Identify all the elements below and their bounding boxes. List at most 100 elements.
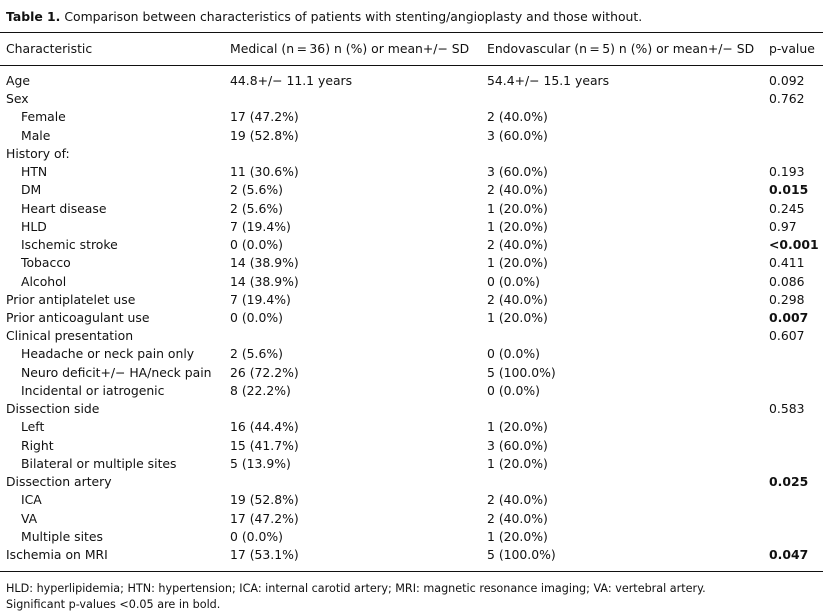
row-endovascular-value: 1 (20.0%): [487, 200, 548, 216]
footnote-abbreviations: HLD: hyperlipidemia; HTN: hypertension; …: [6, 582, 706, 595]
table-row: Right 15 (41.7%) 3 (60.0%): [0, 437, 823, 455]
row-label: Prior antiplatelet use: [6, 291, 136, 307]
row-endovascular-value: 2 (40.0%): [487, 291, 548, 307]
header-p-value: p-value: [769, 41, 815, 56]
row-label: History of:: [6, 145, 70, 161]
row-p-value: 0.583: [769, 401, 805, 417]
row-medical-value: 2 (5.6%): [230, 346, 283, 362]
row-endovascular-value: 3 (60.0%): [487, 127, 548, 143]
row-label: Headache or neck pain only: [21, 346, 195, 362]
row-medical-value: 7 (19.4%): [230, 291, 291, 307]
table-row: Neuro deficit+/− HA/neck pain 26 (72.2%) 5…: [0, 364, 823, 382]
row-p-value: 0.007: [769, 309, 809, 325]
row-medical-value: 14 (38.9%): [230, 255, 299, 271]
row-label: Heart disease: [21, 200, 107, 216]
table-row: Ischemic stroke 0 (0.0%) 2 (40.0%) <0.001: [0, 236, 823, 254]
row-medical-value: 17 (47.2%): [230, 109, 299, 125]
row-endovascular-value: 5 (100.0%): [487, 364, 556, 380]
table-row: Prior anticoagulant use 0 (0.0%) 1 (20.0%)…: [0, 309, 823, 327]
table-row: Heart disease 2 (5.6%) 1 (20.0%) 0.245: [0, 200, 823, 218]
table-row: Multiple sites 0 (0.0%) 1 (20.0%): [0, 528, 823, 546]
row-label: VA: [21, 510, 38, 526]
header-endovascular: Endovascular (n = 5) n (%) or mean+/− SD: [487, 41, 755, 56]
table-row: Prior antiplatelet use 7 (19.4%) 2 (40.0%)…: [0, 291, 823, 309]
table-bottom-rule: [0, 571, 823, 572]
row-p-value: 0.047: [769, 546, 809, 562]
row-label: Male: [21, 127, 51, 143]
row-label: Ischemic stroke: [21, 237, 118, 253]
row-label: Dissection artery: [6, 474, 112, 490]
footnote-significance: Significant p-values <0.05 are in bold.: [6, 598, 221, 611]
row-label: Right: [21, 437, 54, 453]
table-caption: Table 1. Comparison between characterist…: [6, 9, 642, 24]
row-p-value: 0.025: [769, 474, 809, 490]
row-medical-value: 16 (44.4%): [230, 419, 299, 435]
table-row: Dissection artery 0.025: [0, 473, 823, 491]
table-top-rule: [0, 32, 823, 33]
row-label: Left: [21, 419, 45, 435]
row-medical-value: 0 (0.0%): [230, 237, 283, 253]
table-row: Bilateral or multiple sites 5 (13.9%) 1 (2…: [0, 455, 823, 473]
table-row: ICA 19 (52.8%) 2 (40.0%): [0, 491, 823, 509]
row-medical-value: 14 (38.9%): [230, 273, 299, 289]
row-p-value: 0.97: [769, 218, 797, 234]
row-label: Multiple sites: [21, 528, 103, 544]
row-label: DM: [21, 182, 42, 198]
row-endovascular-value: 1 (20.0%): [487, 309, 548, 325]
table-row: Dissection side 0.583: [0, 400, 823, 418]
table-row: Alcohol 14 (38.9%) 0 (0.0%) 0.086: [0, 273, 823, 291]
row-endovascular-value: 3 (60.0%): [487, 164, 548, 180]
table-row: Sex 0.762: [0, 90, 823, 108]
row-medical-value: 0 (0.0%): [230, 528, 283, 544]
row-label: Tobacco: [21, 255, 71, 271]
table-row: DM 2 (5.6%) 2 (40.0%) 0.015: [0, 181, 823, 199]
row-endovascular-value: 1 (20.0%): [487, 528, 548, 544]
row-endovascular-value: 54.4+/− 15.1 years: [487, 73, 610, 88]
row-medical-value: 8 (22.2%): [230, 382, 291, 398]
row-medical-value: 26 (72.2%): [230, 364, 299, 380]
row-endovascular-value: 0 (0.0%): [487, 346, 540, 362]
row-p-value: 0.015: [769, 182, 809, 198]
row-p-value: 0.411: [769, 255, 805, 271]
table-footnotes: HLD: hyperlipidemia; HTN: hypertension; …: [6, 581, 706, 613]
table-row: History of:: [0, 145, 823, 163]
row-label: Dissection side: [6, 401, 100, 417]
row-medical-value: 15 (41.7%): [230, 437, 299, 453]
table-row: Headache or neck pain only 2 (5.6%) 0 (0.0…: [0, 345, 823, 363]
row-label: Incidental or iatrogenic: [21, 382, 165, 398]
table-caption-text: Comparison between characteristics of pa…: [64, 9, 643, 24]
table-row: HLD 7 (19.4%) 1 (20.0%) 0.97: [0, 218, 823, 236]
row-medical-value: 44.8+/− 11.1 years: [230, 73, 353, 88]
row-p-value: <0.001: [769, 237, 819, 253]
row-medical-value: 19 (52.8%): [230, 492, 299, 508]
row-medical-value: 11 (30.6%): [230, 164, 299, 180]
table-row: Tobacco 14 (38.9%) 1 (20.0%) 0.411: [0, 254, 823, 272]
row-p-value: 0.607: [769, 328, 805, 344]
table-row: Age 44.8+/− 11.1 years 54.4+/− 15.1 years 0…: [0, 72, 823, 90]
row-label: Alcohol: [21, 273, 67, 289]
row-medical-value: 17 (47.2%): [230, 510, 299, 526]
table-row: Female 17 (47.2%) 2 (40.0%): [0, 108, 823, 126]
row-endovascular-value: 0 (0.0%): [487, 273, 540, 289]
row-medical-value: 5 (13.9%): [230, 455, 291, 471]
row-p-value: 0.298: [769, 291, 805, 307]
row-label: Female: [21, 109, 66, 125]
row-endovascular-value: 2 (40.0%): [487, 237, 548, 253]
row-medical-value: 0 (0.0%): [230, 309, 283, 325]
row-label: Ischemia on MRI: [6, 546, 108, 562]
row-p-value: 0.245: [769, 200, 805, 216]
row-p-value: 0.092: [769, 73, 805, 88]
row-endovascular-value: 1 (20.0%): [487, 455, 548, 471]
table-header-rule: [0, 65, 823, 66]
table-row: Male 19 (52.8%) 3 (60.0%): [0, 127, 823, 145]
row-endovascular-value: 2 (40.0%): [487, 182, 548, 198]
table-row: VA 17 (47.2%) 2 (40.0%): [0, 510, 823, 528]
table-row: Clinical presentation 0.607: [0, 327, 823, 345]
row-label: Bilateral or multiple sites: [21, 455, 177, 471]
table-row: Left 16 (44.4%) 1 (20.0%): [0, 418, 823, 436]
table-row: HTN 11 (30.6%) 3 (60.0%) 0.193: [0, 163, 823, 181]
row-endovascular-value: 1 (20.0%): [487, 419, 548, 435]
row-medical-value: 19 (52.8%): [230, 127, 299, 143]
row-label: Neuro deficit+/− HA/neck pain: [21, 364, 212, 380]
table-caption-label: Table 1.: [6, 9, 61, 24]
